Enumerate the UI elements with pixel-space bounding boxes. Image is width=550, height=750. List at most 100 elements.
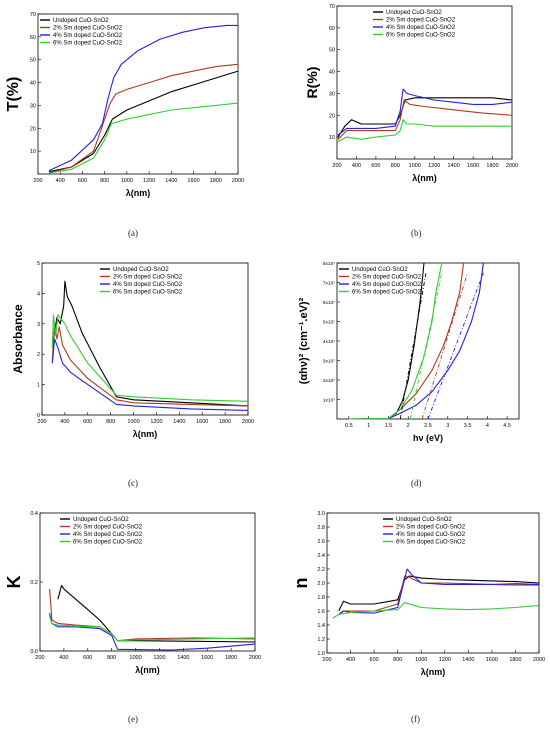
series-line-4: [332, 602, 540, 619]
legend-label-3: 4% Sm doped CuO-SnO2: [113, 282, 183, 288]
plot-frame: [336, 5, 513, 160]
x-tick-label: 2000: [533, 657, 545, 663]
panel-label-c: (c): [128, 478, 138, 488]
series-line-4: [51, 314, 249, 402]
y-tick-label: 50: [329, 48, 335, 54]
y-axis-label: R(%): [304, 67, 320, 99]
series-line-3: [49, 612, 256, 651]
y-tick-label: 4: [37, 291, 40, 297]
panel-label-a: (a): [128, 228, 138, 238]
y-tick-label: 7x10⁷: [323, 281, 335, 287]
y-tick-label: 20: [30, 126, 36, 132]
x-tick-label: 1000: [129, 655, 141, 661]
x-tick-label: 800: [107, 655, 116, 661]
x-tick-label: 1200: [428, 163, 440, 169]
chart-tauc-plot: 0.5 1 1.5 2 2.5 3 3.5 4 4.5 1x10⁷ 2x10⁷ 3x10⁷ 4x10⁷ 5…: [298, 261, 520, 443]
y-tick-label: 60: [30, 35, 36, 41]
series-line-1: [338, 575, 540, 612]
y-tick-label: 2: [37, 352, 40, 358]
series-line-4: [49, 102, 239, 174]
x-tick-label: 600: [83, 655, 92, 661]
x-tick-label: 1000: [415, 657, 427, 663]
series-line-3: [48, 24, 238, 172]
legend-label-1: Undoped CuO-SnO2: [396, 517, 452, 523]
x-tick-label: 1200: [439, 657, 451, 663]
legend-label-3: 4% Sm doped CuO-SnO2: [386, 25, 456, 31]
y-tick-label: 8x10⁷: [323, 261, 335, 267]
x-tick-label: 600: [371, 163, 380, 169]
series-line-4: [337, 119, 512, 142]
y-tick-label: 10: [30, 149, 36, 155]
x-axis-label: λ(nm): [421, 667, 446, 677]
x-tick-label: 2000: [506, 163, 518, 169]
x-tick-label: 1400: [177, 655, 189, 661]
plot-frame: [41, 262, 249, 416]
legend-label-4: 6% Sm doped CuO-SnO2: [113, 290, 183, 296]
y-axis-label: T(%): [5, 77, 22, 112]
x-tick-label: 1800: [225, 655, 237, 661]
fit-line-4: [409, 272, 443, 420]
x-tick-label: 400: [56, 178, 65, 184]
x-tick-label: 1600: [486, 657, 498, 663]
y-tick-label: 10: [329, 135, 335, 141]
y-tick-label: 2x10⁷: [323, 378, 335, 384]
y-tick-label: 1: [37, 383, 40, 389]
y-tick-label: 0.4: [30, 511, 38, 517]
x-tick-label: 800: [391, 163, 400, 169]
x-tick-label: 400: [352, 163, 361, 169]
x-axis-label: λ(nm): [133, 429, 158, 439]
x-tick-label: 2: [407, 423, 410, 429]
y-tick-label: 0.2: [30, 580, 38, 586]
legend-label-1: Undoped CuO-SnO2: [113, 267, 169, 273]
y-tick-label: 3.0: [317, 511, 325, 517]
series-line-3: [337, 88, 513, 136]
x-tick-label: 200: [322, 657, 331, 663]
y-tick-label: 70: [329, 4, 335, 10]
y-tick-label: 2.8: [317, 525, 325, 531]
plot-frame: [37, 13, 239, 175]
x-tick-label: 1.5: [385, 423, 393, 429]
x-axis-label: λ(nm): [135, 665, 160, 675]
y-tick-label: 30: [329, 91, 335, 97]
legend-label-1: Undoped CuO-SnO2: [386, 10, 442, 16]
fit-line-1: [399, 272, 427, 420]
legend-label-3: 4% Sm doped CuO-SnO2: [352, 282, 422, 288]
y-tick-label: 2.6: [317, 539, 325, 545]
chart-transmittance: 200 400 600 800 1000 1200 1400 1600 1800 2000 10 20…: [5, 12, 244, 198]
series-line-4: [348, 262, 443, 420]
panel-label-e: (e): [128, 714, 138, 724]
y-tick-label: 2.2: [317, 567, 325, 573]
y-axis-label: Absorbance: [11, 304, 25, 374]
legend-label-1: Undoped CuO-SnO2: [73, 517, 129, 523]
x-tick-label: 1600: [187, 178, 199, 184]
legend-label-4: 6% Sm doped CuO-SnO2: [396, 540, 466, 546]
x-tick-label: 200: [332, 163, 341, 169]
x-tick-label: 800: [393, 657, 402, 663]
y-tick-label: 20: [329, 113, 335, 119]
x-tick-label: 1800: [219, 419, 231, 425]
x-tick-label: 2000: [249, 655, 261, 661]
legend-label-1: Undoped CuO-SnO2: [53, 18, 109, 24]
legend-label-4: 6% Sm doped CuO-SnO2: [53, 41, 123, 47]
panel-label-b: (b): [411, 228, 422, 238]
y-tick-label: 3x10⁷: [323, 359, 335, 365]
x-axis-label: hν (eV): [413, 433, 443, 443]
x-tick-label: 1400: [173, 419, 185, 425]
y-tick-label: 1.2: [317, 637, 325, 643]
x-tick-label: 200: [33, 178, 42, 184]
x-tick-label: 600: [78, 178, 87, 184]
x-tick-label: 1600: [196, 419, 208, 425]
legend-label-2: 2% Sm doped CuO-SnO2: [386, 18, 456, 24]
y-tick-label: 70: [30, 12, 36, 18]
x-tick-label: 3.5: [464, 423, 472, 429]
y-axis-label: (αhν)² (cm⁻¹.eV)²: [298, 297, 310, 384]
y-tick-label: 30: [30, 103, 36, 109]
x-tick-label: 2.5: [424, 423, 432, 429]
series-line-1: [52, 280, 249, 407]
x-tick-label: 600: [83, 419, 92, 425]
x-tick-label: 1: [367, 423, 370, 429]
y-tick-label: 1.4: [317, 623, 325, 629]
fit-line-2: [421, 272, 469, 420]
y-tick-label: 40: [30, 81, 36, 87]
